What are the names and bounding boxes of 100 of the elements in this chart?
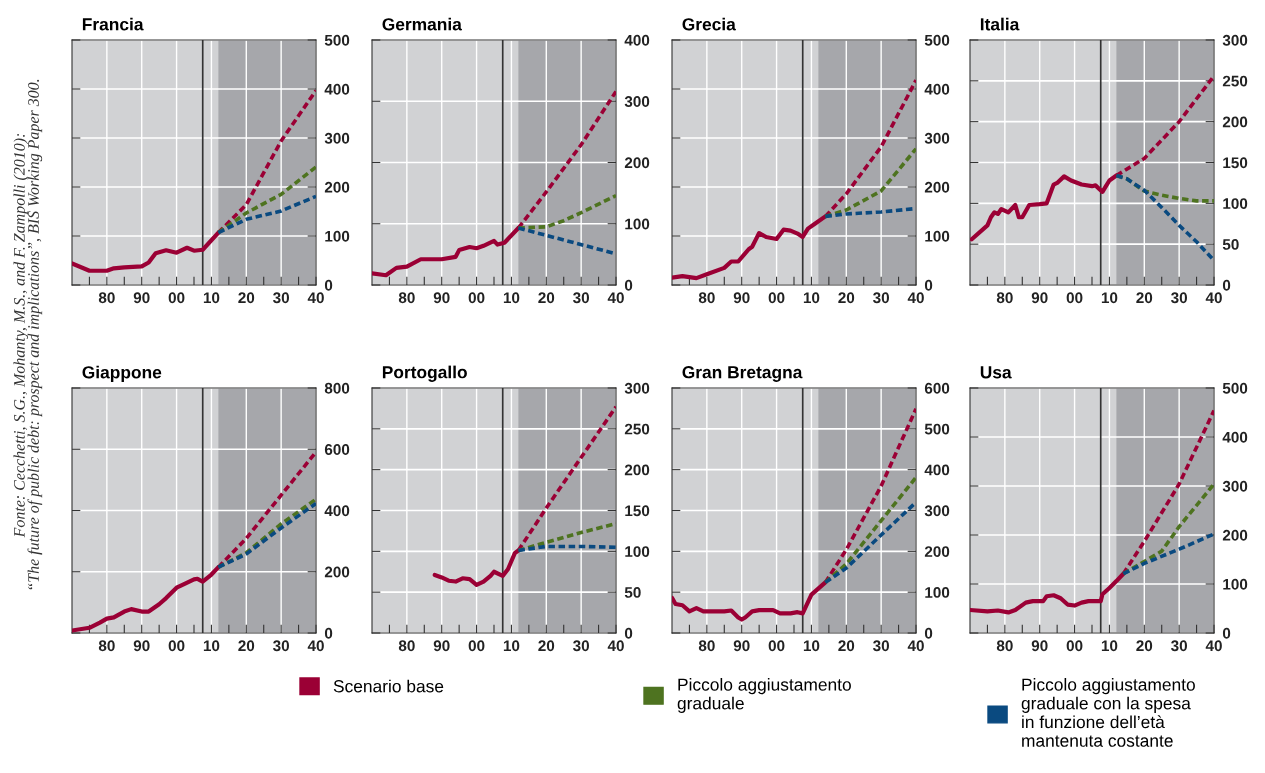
- source-note: Fonte: Cecchetti, S.G., Mohanty, M.S., and F. Zampolli (2010): “The future of public debt: prospect and implications”, BIS Working Paper 300.: [13, 79, 43, 590]
- y-tick-label: 400: [624, 34, 650, 46]
- chart-title: Italia: [980, 17, 1020, 31]
- x-tick-label: 90: [133, 640, 150, 652]
- y-tick-label: 200: [324, 181, 350, 193]
- y-tick-label: 100: [1223, 578, 1248, 590]
- y-tick-label: 500: [324, 34, 350, 46]
- x-tick-label: 40: [307, 292, 324, 304]
- y-tick-label: 150: [1223, 157, 1248, 169]
- legend-label: Scenario base: [333, 679, 444, 693]
- x-tick-label: 40: [907, 640, 924, 652]
- y-tick-label: 100: [325, 230, 350, 242]
- x-tick-label: 80: [996, 292, 1013, 304]
- y-tick-label: 0: [324, 279, 333, 291]
- x-tick-label: 30: [273, 292, 290, 304]
- x-tick-label: 20: [838, 292, 855, 304]
- y-tick-label: 400: [924, 83, 950, 95]
- x-tick-label: 30: [873, 640, 890, 652]
- x-tick-label: 40: [1205, 292, 1222, 304]
- x-tick-label: 40: [907, 292, 924, 304]
- x-tick-label: 20: [238, 640, 255, 652]
- chart-title: Francia: [82, 17, 144, 31]
- line-series: [216, 194, 316, 235]
- y-tick-label: 800: [324, 382, 350, 394]
- x-tick-label: 10: [203, 640, 220, 652]
- line-series: [516, 193, 616, 230]
- x-tick-label: 00: [768, 640, 785, 652]
- y-tick-label: 200: [924, 546, 950, 558]
- chart-title: Gran Bretagna: [682, 366, 803, 382]
- x-tick-label: 10: [203, 292, 220, 304]
- line-series: [1121, 532, 1214, 576]
- y-tick-label: 400: [324, 505, 350, 517]
- x-tick-label: 10: [503, 292, 520, 304]
- x-tick-label: 00: [768, 292, 785, 304]
- x-tick-label: 80: [398, 640, 415, 652]
- x-tick-label: 90: [733, 292, 750, 304]
- x-tick-label: 90: [1031, 640, 1048, 652]
- x-tick-label: 30: [1171, 292, 1188, 304]
- y-tick-label: 300: [324, 132, 350, 144]
- y-tick-label: 300: [624, 382, 650, 394]
- line-series: [823, 206, 916, 219]
- y-tick-label: 0: [924, 627, 933, 639]
- x-tick-label: 30: [273, 640, 290, 652]
- y-tick-label: 50: [1222, 239, 1239, 250]
- x-tick-label: 00: [168, 292, 185, 304]
- x-tick-label: 10: [803, 292, 820, 304]
- y-tick-label: 0: [1222, 279, 1231, 291]
- x-tick-label: 40: [607, 292, 624, 304]
- x-tick-label: 00: [1066, 292, 1083, 304]
- x-tick-label: 10: [1101, 640, 1118, 652]
- y-tick-label: 400: [324, 83, 350, 95]
- y-tick-label: 300: [924, 132, 950, 144]
- x-tick-label: 80: [98, 292, 115, 304]
- x-tick-label: 90: [433, 640, 450, 652]
- legend-label: Piccolo aggiustamento graduale con la spesa in funzione dell’età mantenuta costante: [1021, 678, 1195, 747]
- y-tick-label: 200: [324, 566, 350, 578]
- y-tick-label: 200: [624, 464, 650, 476]
- x-tick-label: 80: [398, 292, 415, 304]
- y-tick-label: 200: [624, 157, 650, 169]
- x-tick-label: 40: [1205, 640, 1222, 652]
- x-tick-label: 90: [433, 292, 450, 304]
- y-tick-label: 300: [1222, 480, 1248, 492]
- y-tick-label: 100: [925, 230, 950, 242]
- x-tick-label: 10: [503, 640, 520, 652]
- x-tick-label: 30: [873, 292, 890, 304]
- x-tick-label: 10: [1101, 292, 1118, 304]
- x-tick-label: 80: [996, 640, 1013, 652]
- y-tick-label: 600: [324, 444, 350, 455]
- x-tick-label: 00: [468, 640, 485, 652]
- x-tick-label: 90: [1031, 292, 1048, 304]
- y-tick-label: 0: [324, 627, 333, 639]
- x-tick-label: 30: [573, 640, 590, 652]
- y-tick-label: 400: [924, 464, 950, 476]
- y-tick-label: 500: [924, 423, 950, 435]
- x-tick-label: 80: [698, 292, 715, 304]
- y-tick-label: 100: [1223, 198, 1248, 210]
- y-tick-label: 250: [624, 423, 650, 435]
- y-tick-label: 500: [1222, 382, 1248, 394]
- y-tick-label: 200: [1222, 529, 1248, 541]
- y-tick-label: 400: [1222, 431, 1248, 443]
- x-tick-label: 30: [1171, 640, 1188, 652]
- x-tick-label: 30: [573, 292, 590, 304]
- chart-title: Grecia: [682, 17, 736, 31]
- chart-title: Giappone: [82, 365, 162, 382]
- y-tick-label: 250: [1222, 75, 1248, 87]
- y-tick-label: 0: [1222, 627, 1231, 639]
- x-tick-label: 20: [1136, 292, 1153, 304]
- y-tick-label: 500: [924, 34, 950, 46]
- x-tick-label: 90: [733, 640, 750, 652]
- x-tick-label: 40: [307, 640, 324, 652]
- y-tick-label: 200: [924, 181, 950, 193]
- y-tick-label: 100: [625, 218, 650, 230]
- x-tick-label: 10: [803, 640, 820, 652]
- legend-label: Piccolo aggiustamento graduale: [677, 678, 851, 713]
- y-tick-label: 100: [925, 587, 950, 598]
- x-tick-label: 20: [538, 640, 555, 652]
- x-tick-label: 00: [168, 640, 185, 652]
- x-tick-label: 00: [1066, 640, 1083, 652]
- chart-title: Usa: [980, 366, 1012, 379]
- y-tick-label: 600: [924, 382, 950, 394]
